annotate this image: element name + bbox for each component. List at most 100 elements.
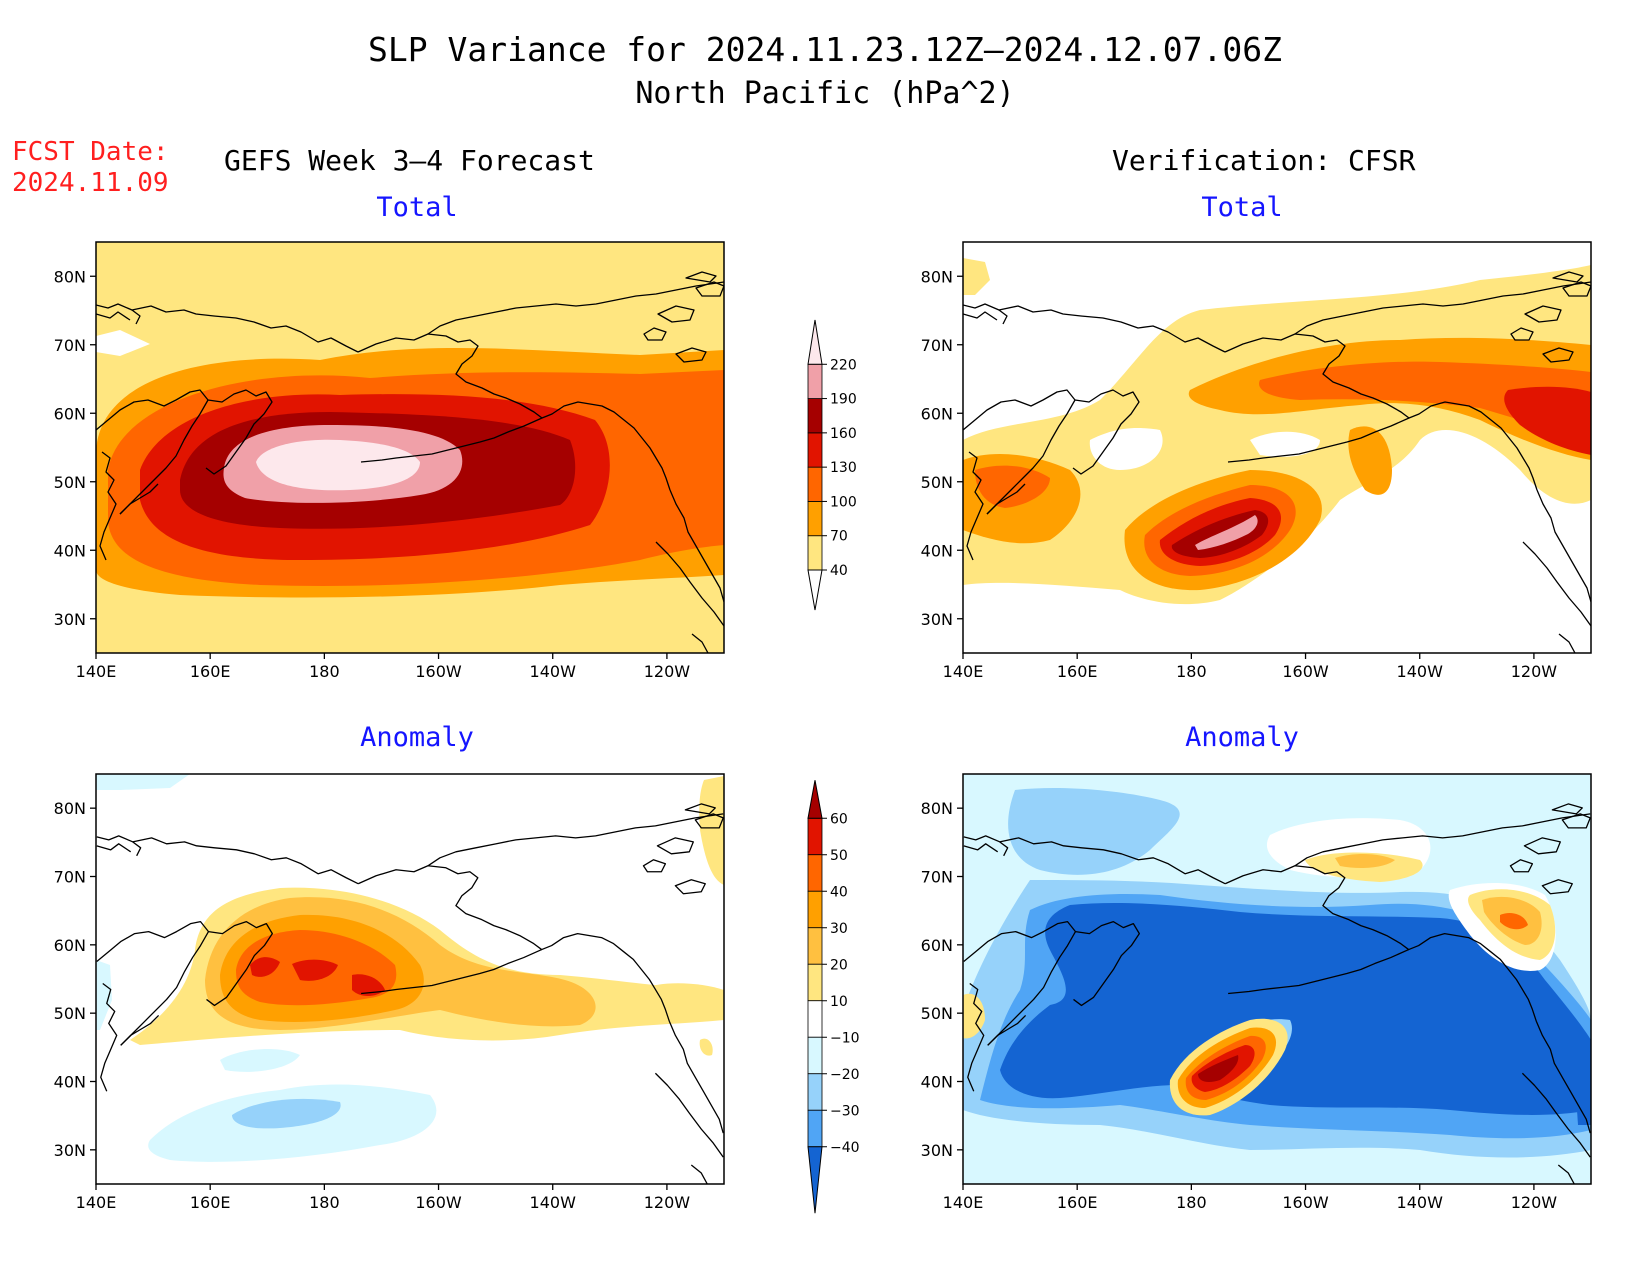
- lon-tick-label-verification-anomaly: 140E: [943, 1193, 984, 1212]
- colorbar-total-swatch: [807, 398, 823, 434]
- colorbar-anomaly-label: 10: [830, 994, 848, 1010]
- colorbar-total-label: 160: [830, 426, 857, 442]
- lon-tick-label-forecast-total: 140E: [76, 662, 117, 681]
- lat-tick-label-forecast-anomaly: 80N: [54, 799, 86, 818]
- lon-tick-label-forecast-anomaly: 180: [309, 1193, 340, 1212]
- lat-tick-label-verification-anomaly: 60N: [921, 936, 953, 955]
- lat-tick-label-verification-total: 50N: [921, 473, 953, 492]
- lon-tick-label-verification-total: 160E: [1057, 662, 1098, 681]
- colorbar-total-label: 190: [830, 392, 857, 408]
- colorbar-anomaly-label: −40: [830, 1140, 860, 1156]
- colorbar-total-label: 70: [830, 529, 848, 545]
- map-forecast-total: [95, 241, 725, 654]
- lon-tick-label-verification-anomaly: 140W: [1397, 1193, 1444, 1212]
- lon-tick-label-verification-total: 140E: [943, 662, 984, 681]
- colorbar-total-swatch: [807, 363, 823, 399]
- lon-tick-label-verification-anomaly: 180: [1176, 1193, 1207, 1212]
- colorbar-anomaly-swatch: [807, 817, 823, 856]
- colorbar-total-swatch: [807, 466, 823, 502]
- colorbar-anomaly-swatch: [807, 890, 823, 929]
- colorbar-total: 40 70 100 130 160 190 220: [807, 319, 857, 611]
- lon-tick-label-verification-total: 120W: [1511, 662, 1558, 681]
- map-verification-total: [962, 241, 1592, 654]
- panel-title-verification-anomaly: Anomaly: [1185, 722, 1299, 753]
- right-column-header: Verification: CFSR: [1112, 144, 1416, 177]
- lon-tick-label-forecast-total: 180: [309, 662, 340, 681]
- lat-tick-label-verification-total: 40N: [921, 541, 953, 560]
- lon-tick-label-forecast-total: 140W: [530, 662, 577, 681]
- panel-title-forecast-total: Total: [376, 192, 458, 223]
- colorbar-anomaly-swatch: [807, 854, 823, 892]
- colorbar-total-label: 100: [830, 494, 857, 510]
- lon-tick-label-forecast-total: 160E: [190, 662, 231, 681]
- lat-tick-label-forecast-anomaly: 70N: [54, 868, 86, 887]
- colorbar-anomaly-label: 20: [830, 957, 848, 973]
- map-forecast-anomaly: [95, 773, 725, 1185]
- lat-tick-label-verification-total: 70N: [921, 336, 953, 355]
- colorbar-anomaly-label: 60: [830, 811, 848, 827]
- lat-tick-label-verification-anomaly: 40N: [921, 1073, 953, 1092]
- lat-tick-label-forecast-anomaly: 40N: [54, 1073, 86, 1092]
- lon-tick-label-verification-anomaly: 120W: [1511, 1193, 1558, 1212]
- colorbar-anomaly: 60 50 40 30 20 10 −10 −20 −30 −40: [807, 780, 860, 1214]
- colorbar-total-label: 130: [830, 460, 857, 476]
- colorbar-anomaly-under-triangle: [807, 1146, 823, 1214]
- lon-tick-label-forecast-total: 160W: [415, 662, 462, 681]
- lon-tick-label-verification-total: 140W: [1397, 662, 1444, 681]
- colorbar-total-label: 220: [830, 357, 857, 373]
- colorbar-anomaly-over-triangle: [807, 780, 823, 819]
- colorbar-total-under-triangle: [807, 569, 823, 611]
- lat-tick-label-forecast-total: 40N: [54, 541, 86, 560]
- lat-tick-label-verification-anomaly: 30N: [921, 1141, 953, 1160]
- lon-tick-label-verification-anomaly: 160E: [1057, 1193, 1098, 1212]
- colorbar-total-swatch: [807, 319, 823, 365]
- colorbar-anomaly-swatch: [807, 963, 823, 1002]
- lat-tick-label-forecast-total: 80N: [54, 267, 86, 286]
- lon-tick-label-forecast-anomaly: 120W: [644, 1193, 691, 1212]
- lon-tick-label-forecast-anomaly: 140E: [76, 1193, 117, 1212]
- lat-tick-label-forecast-total: 70N: [54, 336, 86, 355]
- left-column-header: GEFS Week 3—4 Forecast: [224, 144, 595, 177]
- lon-tick-label-verification-anomaly: 160W: [1282, 1193, 1329, 1212]
- colorbar-anomaly-swatch: [807, 1036, 823, 1075]
- lat-tick-label-verification-total: 30N: [921, 610, 953, 629]
- lon-tick-label-forecast-anomaly: 140W: [530, 1193, 577, 1212]
- colorbar-anomaly-swatch: [807, 1109, 823, 1148]
- lat-tick-label-verification-anomaly: 80N: [921, 799, 953, 818]
- colorbar-total-swatch: [807, 535, 823, 571]
- colorbar-anomaly-label: −10: [830, 1030, 860, 1046]
- lat-tick-label-forecast-anomaly: 50N: [54, 1004, 86, 1023]
- lon-tick-label-forecast-total: 120W: [644, 662, 691, 681]
- panel-title-forecast-anomaly: Anomaly: [360, 722, 474, 753]
- lon-tick-label-forecast-anomaly: 160E: [190, 1193, 231, 1212]
- colorbar-anomaly-label: 50: [830, 848, 848, 864]
- figure-title-line1: SLP Variance for 2024.11.23.12Z—2024.12.…: [368, 30, 1282, 69]
- lat-tick-label-verification-total: 80N: [921, 267, 953, 286]
- lon-tick-label-forecast-anomaly: 160W: [415, 1193, 462, 1212]
- map-verification-anomaly: [962, 773, 1592, 1185]
- lon-tick-label-verification-total: 160W: [1282, 662, 1329, 681]
- lat-tick-label-verification-total: 60N: [921, 404, 953, 423]
- colorbar-anomaly-swatch: [807, 1000, 823, 1038]
- lat-tick-label-forecast-anomaly: 30N: [54, 1141, 86, 1160]
- lat-tick-label-verification-anomaly: 50N: [921, 1004, 953, 1023]
- colorbar-anomaly-swatch: [807, 1073, 823, 1111]
- colorbar-total-label: 40: [830, 563, 848, 579]
- colorbar-anomaly-label: 30: [830, 921, 848, 937]
- lat-tick-label-forecast-anomaly: 60N: [54, 936, 86, 955]
- lat-tick-label-forecast-total: 50N: [54, 473, 86, 492]
- lat-tick-label-forecast-total: 30N: [54, 610, 86, 629]
- forecast-date-value: 2024.11.09: [12, 168, 169, 198]
- colorbar-anomaly-label: −20: [830, 1067, 860, 1083]
- lat-tick-label-verification-anomaly: 70N: [921, 868, 953, 887]
- figure-title-line2: North Pacific (hPa^2): [635, 76, 1015, 111]
- lat-tick-label-forecast-total: 60N: [54, 404, 86, 423]
- colorbar-anomaly-label: −30: [830, 1103, 860, 1119]
- axes-layer: 140E 160E 180 160W 140W 120W 80N 70N 60N 50N 40N 30…: [54, 267, 1558, 1212]
- forecast-date-label: FCST Date:: [12, 137, 169, 167]
- colorbar-anomaly-label: 40: [830, 884, 848, 900]
- panel-title-verification-total: Total: [1201, 192, 1283, 223]
- colorbar-total-swatch: [807, 432, 823, 468]
- colorbar-anomaly-swatch: [807, 927, 823, 965]
